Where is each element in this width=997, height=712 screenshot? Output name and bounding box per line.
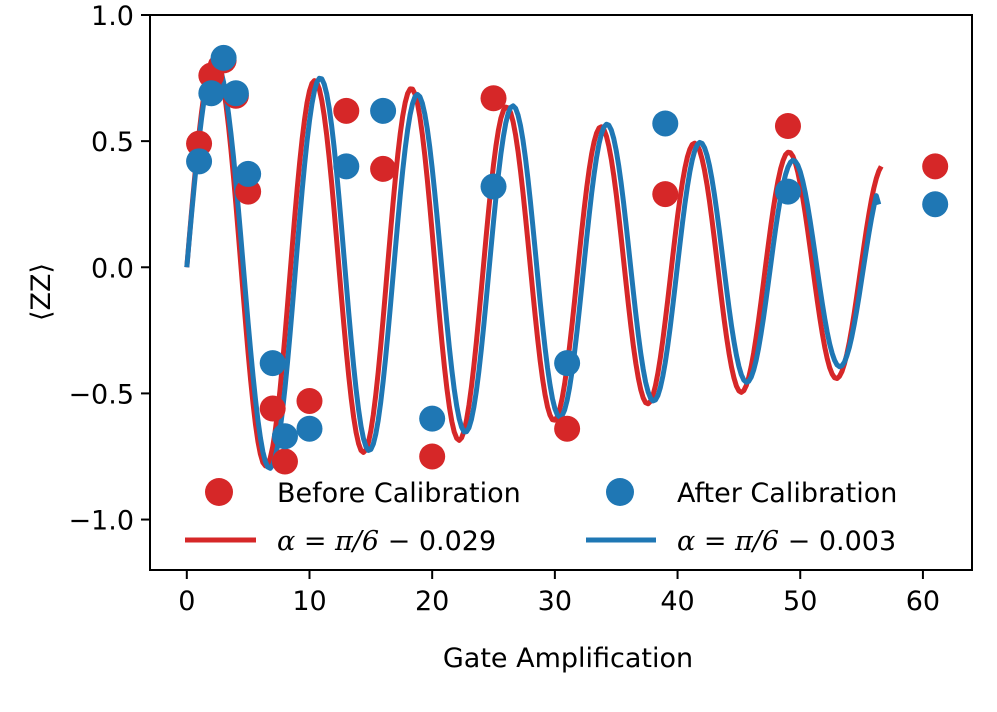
- legend-red-prefix: α = π/6 −: [277, 526, 419, 557]
- plot-area: [184, 44, 949, 475]
- x-tick-label: 30: [538, 586, 572, 617]
- legend: Before Calibration After Calibration α =…: [185, 478, 897, 557]
- data-point-1-15: [922, 191, 949, 218]
- data-point-0-13: [652, 181, 679, 208]
- data-point-1-14: [774, 178, 801, 205]
- y-tick-label: −1.0: [68, 506, 134, 537]
- y-tick-label: 1.0: [91, 1, 134, 32]
- data-point-1-0: [186, 148, 213, 175]
- legend-label-red: α = π/6 − 0.029: [277, 526, 496, 557]
- x-axis: 0 10 20 30 40 50 60: [178, 570, 940, 617]
- legend-label-before: Before Calibration: [277, 478, 521, 509]
- x-tick-label: 50: [783, 586, 817, 617]
- data-point-1-1: [198, 80, 225, 107]
- x-tick-label: 10: [292, 586, 326, 617]
- legend-label-blue: α = π/6 − 0.003: [677, 526, 896, 557]
- legend-red-offset: 0.029: [419, 526, 496, 557]
- legend-blue-offset: 0.003: [819, 526, 896, 557]
- legend-label-after: After Calibration: [677, 478, 897, 509]
- data-point-1-10: [419, 405, 446, 432]
- fit-line-0: [184, 55, 884, 469]
- data-point-1-9: [370, 97, 397, 124]
- data-point-1-12: [554, 350, 581, 377]
- data-point-0-11: [480, 85, 507, 112]
- data-point-1-2: [210, 44, 237, 71]
- x-tick-label: 20: [415, 586, 449, 617]
- x-axis-label: Gate Amplification: [443, 643, 693, 674]
- data-point-1-5: [259, 350, 286, 377]
- data-point-1-11: [480, 173, 507, 200]
- data-point-1-8: [333, 153, 360, 180]
- data-point-1-6: [271, 423, 298, 450]
- data-point-0-8: [333, 97, 360, 124]
- data-point-0-10: [419, 443, 446, 470]
- data-point-1-4: [235, 160, 262, 187]
- legend-marker-before: [205, 478, 233, 506]
- data-point-0-15: [922, 153, 949, 180]
- y-axis: −1.0 −0.5 0.0 0.5 1.0: [68, 1, 150, 537]
- x-tick-label: 60: [906, 586, 940, 617]
- data-point-1-7: [296, 415, 323, 442]
- fit-line-1: [184, 59, 882, 471]
- data-point-0-9: [370, 155, 397, 182]
- x-tick-label: 0: [178, 586, 195, 617]
- y-tick-label: 0.0: [91, 253, 134, 284]
- y-tick-label: 0.5: [91, 127, 134, 158]
- y-tick-label: −0.5: [68, 379, 134, 410]
- x-tick-label: 40: [660, 586, 694, 617]
- legend-blue-prefix: α = π/6 −: [677, 526, 819, 557]
- data-point-0-6: [271, 448, 298, 475]
- data-point-0-14: [774, 113, 801, 139]
- axes-frame: [149, 14, 973, 571]
- y-axis-label: ⟨ZZ⟩: [26, 263, 57, 321]
- data-point-1-3: [222, 80, 249, 107]
- data-point-0-7: [296, 387, 323, 414]
- legend-marker-after: [606, 478, 634, 506]
- data-point-1-13: [652, 110, 679, 137]
- data-point-0-12: [554, 415, 581, 442]
- data-point-0-5: [259, 395, 286, 422]
